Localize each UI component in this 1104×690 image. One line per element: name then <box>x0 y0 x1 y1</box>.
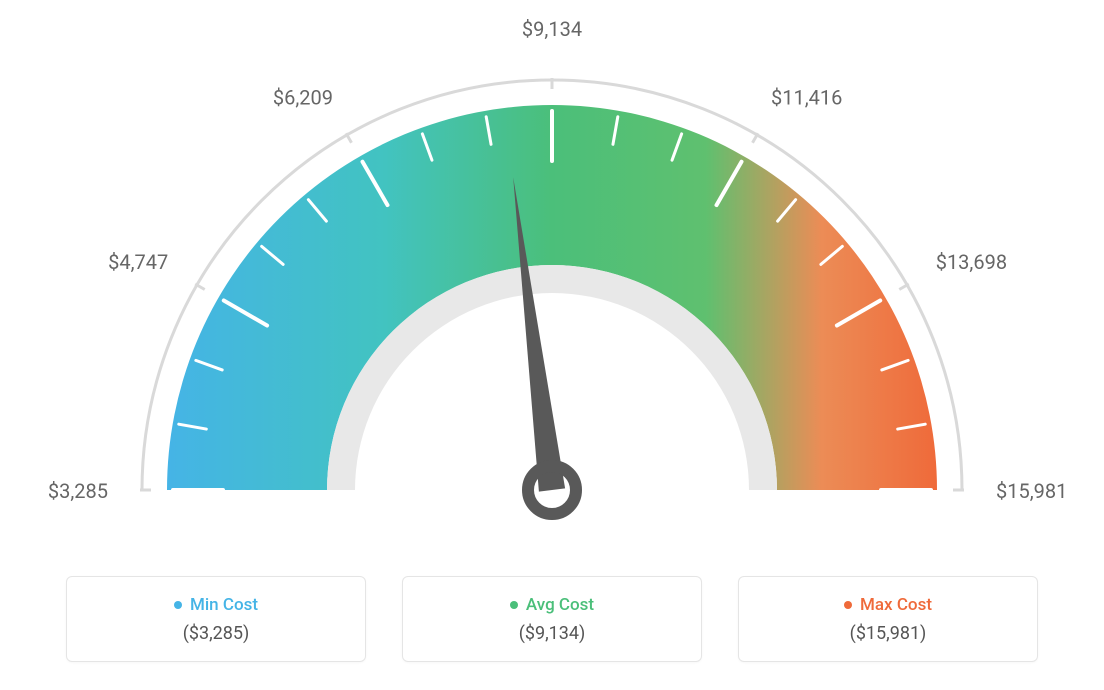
legend-card: Max Cost ($15,981) <box>738 576 1038 662</box>
legend-title: Min Cost <box>174 595 258 615</box>
legend-card: Min Cost ($3,285) <box>66 576 366 662</box>
legend-label: Avg Cost <box>526 595 594 615</box>
legend: Min Cost ($3,285) Avg Cost ($9,134) Max Cost… <box>0 576 1104 662</box>
legend-card: Avg Cost ($9,134) <box>402 576 702 662</box>
legend-dot-icon <box>174 601 182 609</box>
legend-title: Max Cost <box>844 595 932 615</box>
legend-value: ($3,285) <box>183 623 250 644</box>
gauge-tick-label: $13,698 <box>936 250 1007 274</box>
gauge-tick-label: $9,134 <box>522 17 582 41</box>
gauge-tick-label: $11,416 <box>771 85 842 109</box>
legend-label: Min Cost <box>190 595 258 615</box>
legend-dot-icon <box>510 601 518 609</box>
gauge-tick-label: $4,747 <box>108 250 168 274</box>
gauge-tick-label: $3,285 <box>48 479 108 503</box>
gauge-tick-label: $15,981 <box>996 479 1067 503</box>
legend-dot-icon <box>844 601 852 609</box>
cost-gauge-chart: $3,285 $4,747 $6,209 $9,134 $11,416 $13,698 $1… <box>0 0 1104 550</box>
legend-title: Avg Cost <box>510 595 594 615</box>
legend-value: ($15,981) <box>850 623 927 644</box>
legend-value: ($9,134) <box>519 623 586 644</box>
gauge-svg: $3,285 $4,747 $6,209 $9,134 $11,416 $13,698 $1… <box>22 0 1082 550</box>
gauge-tick-label: $6,209 <box>273 85 333 109</box>
legend-label: Max Cost <box>860 595 932 615</box>
